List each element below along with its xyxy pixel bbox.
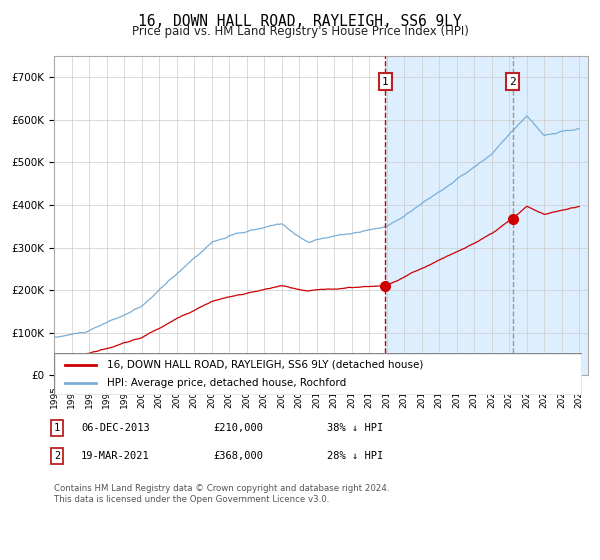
Text: 19-MAR-2021: 19-MAR-2021 [81, 451, 150, 461]
Bar [385, 56, 588, 375]
Text: Price paid vs. HM Land Registry's House Price Index (HPI): Price paid vs. HM Land Registry's House … [131, 25, 469, 38]
Text: 28% ↓ HPI: 28% ↓ HPI [327, 451, 383, 461]
Text: 1: 1 [54, 423, 60, 433]
Text: 06-DEC-2013: 06-DEC-2013 [81, 423, 150, 433]
Text: £210,000: £210,000 [213, 423, 263, 433]
Text: 1: 1 [382, 77, 389, 87]
Text: Contains HM Land Registry data © Crown copyright and database right 2024.
This d: Contains HM Land Registry data © Crown c… [54, 484, 389, 504]
Text: 16, DOWN HALL ROAD, RAYLEIGH, SS6 9LY: 16, DOWN HALL ROAD, RAYLEIGH, SS6 9LY [138, 14, 462, 29]
Text: £368,000: £368,000 [213, 451, 263, 461]
Text: 2: 2 [509, 77, 516, 87]
Text: 2: 2 [54, 451, 60, 461]
Text: 38% ↓ HPI: 38% ↓ HPI [327, 423, 383, 433]
Text: HPI: Average price, detached house, Rochford: HPI: Average price, detached house, Roch… [107, 378, 346, 388]
Text: 16, DOWN HALL ROAD, RAYLEIGH, SS6 9LY (detached house): 16, DOWN HALL ROAD, RAYLEIGH, SS6 9LY (d… [107, 360, 423, 370]
FancyBboxPatch shape [54, 353, 582, 395]
